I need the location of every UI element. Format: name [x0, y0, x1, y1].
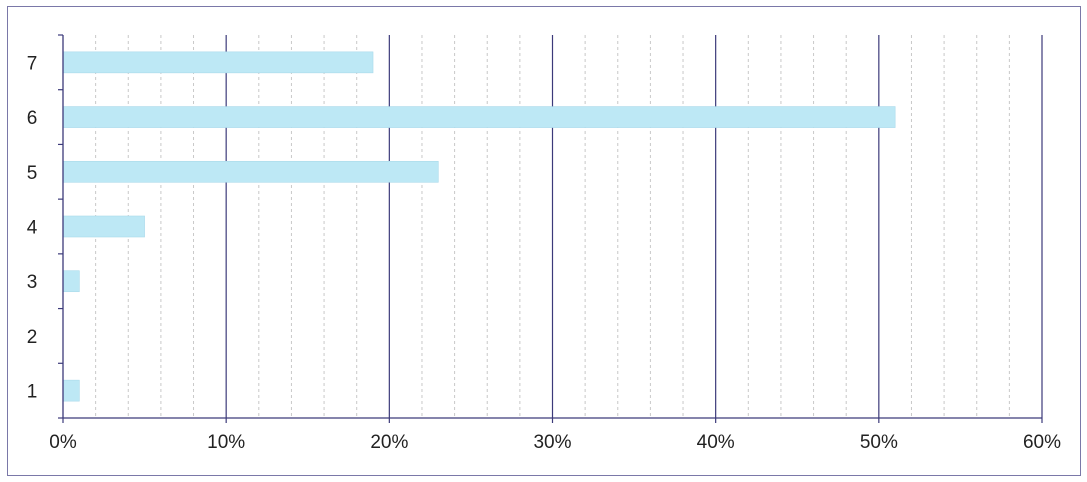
- major-gridlines: [225, 35, 1043, 418]
- y-tick-label: 5: [27, 163, 38, 184]
- y-tick-label: 6: [27, 108, 38, 129]
- y-tick-labels: 1 2 3 4 5 6 7: [27, 53, 38, 402]
- bar-6: [62, 106, 896, 128]
- x-tick-label: 50%: [860, 432, 898, 453]
- y-tick-label: 1: [27, 382, 38, 403]
- x-tick-label: 0%: [49, 432, 77, 453]
- y-tick-label: 2: [27, 327, 38, 348]
- bar-7: [62, 51, 374, 74]
- chart-frame: [7, 6, 1081, 476]
- bars: [62, 51, 896, 402]
- minor-gridlines: [95, 35, 1010, 418]
- axes: [58, 34, 1043, 423]
- x-tick-label: 20%: [370, 432, 408, 453]
- x-tick-label: 30%: [533, 432, 571, 453]
- bar-4: [62, 215, 145, 238]
- bar-3: [62, 270, 80, 293]
- x-tick-label: 60%: [1023, 432, 1061, 453]
- y-tick-label: 3: [27, 272, 38, 293]
- x-tick-labels: 0% 10% 20% 30% 40% 50% 60%: [49, 432, 1061, 453]
- y-tick-label: 4: [27, 218, 38, 239]
- x-tick-label: 40%: [697, 432, 735, 453]
- x-tick-label: 10%: [207, 432, 245, 453]
- y-tick-label: 7: [27, 53, 38, 74]
- bar-1: [62, 379, 80, 402]
- bar-5: [62, 160, 439, 183]
